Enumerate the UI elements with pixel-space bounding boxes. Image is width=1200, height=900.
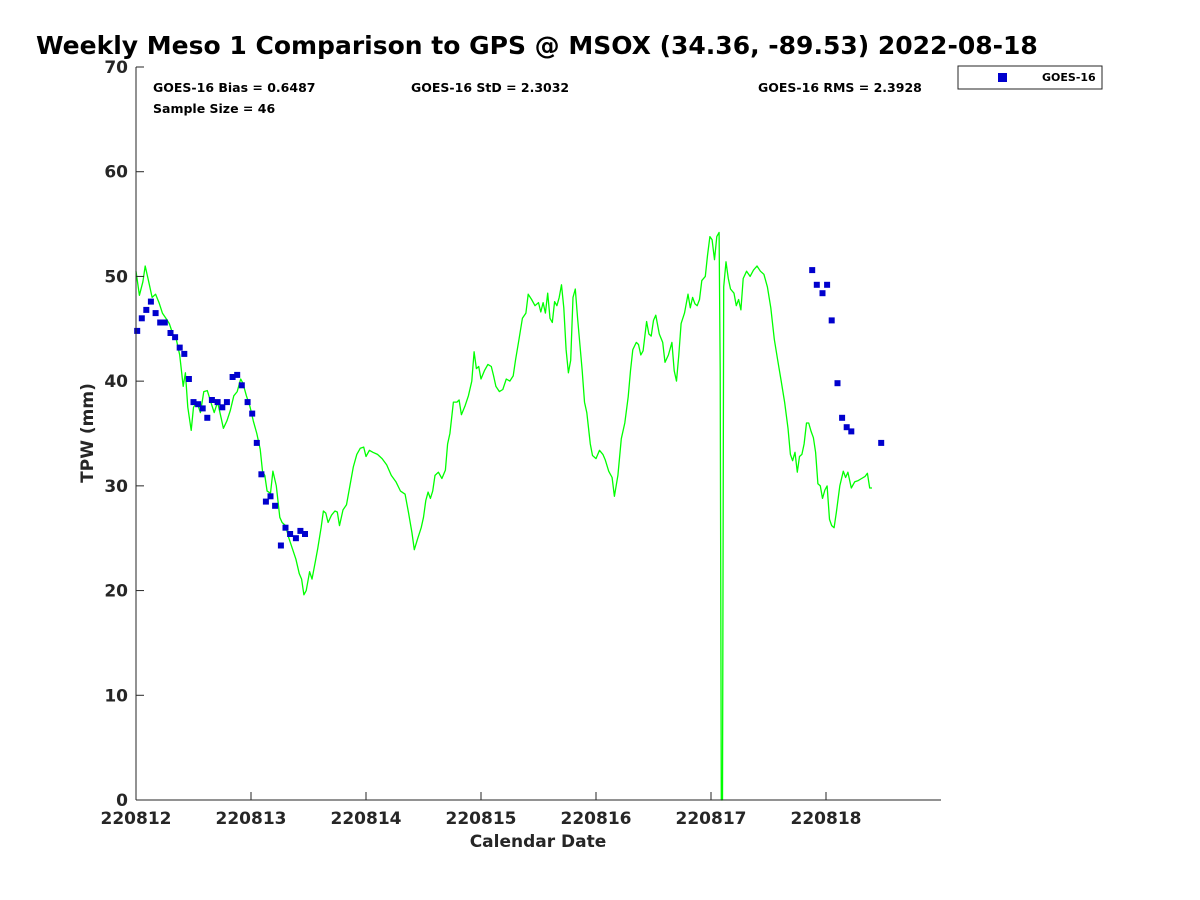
x-axis-label: Calendar Date — [470, 832, 607, 852]
goes16-data-point — [208, 397, 215, 403]
goes16-data-point — [234, 371, 241, 378]
goes16-data-point — [143, 306, 150, 313]
goes16-data-point — [223, 399, 230, 406]
y-tick-label: 0 — [116, 791, 128, 811]
x-tick-label: 220815 — [446, 809, 517, 829]
goes16-data-point — [138, 315, 145, 322]
goes16-data-point — [190, 399, 197, 406]
goes16-data-point — [199, 405, 206, 412]
legend-box — [957, 65, 1103, 90]
goes16-data-point — [848, 428, 855, 435]
legend-marker-goes16 — [998, 73, 1007, 82]
x-tick-label: 220812 — [101, 809, 172, 829]
goes16-data-point — [167, 330, 174, 336]
goes16-data-point — [258, 471, 265, 478]
goes16-data-point — [843, 424, 850, 431]
gps-series-line — [135, 231, 872, 801]
goes16-data-point — [297, 527, 304, 534]
x-tick-label: 220814 — [331, 809, 402, 829]
goes16-data-point — [878, 439, 885, 446]
y-tick-label: 30 — [104, 477, 128, 497]
goes16-data-point — [302, 531, 308, 537]
goes16-data-point — [195, 401, 202, 408]
goes16-data-point — [253, 439, 260, 446]
goes16-data-point — [161, 319, 168, 326]
goes16-data-point — [292, 535, 299, 542]
goes16-data-point — [277, 542, 284, 549]
x-tick-label: 220817 — [676, 809, 747, 829]
goes16-data-point — [214, 399, 221, 406]
goes16-data-point — [819, 290, 826, 297]
y-tick-label: 40 — [104, 372, 128, 392]
goes16-data-point — [204, 414, 211, 421]
goes16-data-point — [147, 298, 154, 305]
goes16-data-point — [181, 350, 188, 357]
legend-label-goes16: GOES-16 — [1042, 71, 1096, 84]
bias-stat: GOES-16 Bias = 0.6487 — [153, 80, 315, 95]
y-tick-label: 20 — [104, 582, 128, 602]
y-axis-label: TPW (mm) — [78, 383, 98, 483]
goes16-data-point — [152, 310, 159, 317]
goes16-data-point — [267, 493, 274, 500]
x-tick-label: 220813 — [216, 809, 287, 829]
goes16-data-point — [249, 410, 256, 417]
y-tick-label: 60 — [104, 163, 128, 183]
goes16-data-point — [172, 334, 179, 341]
goes16-data-point — [157, 319, 164, 326]
goes16-data-point — [287, 531, 294, 537]
goes16-data-point — [262, 498, 269, 505]
goes16-data-point — [176, 344, 183, 351]
gps-line-layer — [135, 231, 872, 801]
y-tick-label: 10 — [104, 686, 128, 706]
sample-size-stat: Sample Size = 46 — [153, 101, 275, 116]
goes16-data-point — [134, 327, 141, 334]
x-tick-group: 220812 220813 220814 220815 220816 220817 2208… — [101, 792, 862, 829]
rms-stat: GOES-16 RMS = 2.3928 — [758, 80, 922, 95]
y-tick-label: 70 — [104, 58, 128, 78]
chart-title: Weekly Meso 1 Comparison to GPS @ MSOX (… — [36, 31, 1038, 60]
plot-area — [136, 67, 941, 800]
goes16-marker-layer — [134, 267, 885, 549]
goes16-data-point — [813, 281, 820, 288]
goes16-data-point — [229, 374, 236, 380]
goes16-data-point — [824, 281, 831, 288]
goes16-data-point — [185, 376, 192, 382]
legend: GOES-16 — [957, 65, 1103, 90]
goes16-data-point — [282, 524, 289, 531]
goes16-data-point — [272, 502, 279, 509]
y-tick-label: 50 — [104, 267, 128, 287]
x-tick-label: 220816 — [561, 809, 632, 829]
goes16-data-point — [839, 414, 846, 421]
std-stat: GOES-16 StD = 2.3032 — [411, 80, 569, 95]
goes16-data-point — [809, 267, 816, 274]
goes16-data-point — [219, 404, 226, 411]
x-tick-label: 220818 — [791, 809, 862, 829]
y-tick-group: 0 10 20 30 40 50 60 70 — [104, 58, 144, 811]
goes16-data-point — [834, 380, 841, 387]
goes16-data-point — [828, 317, 835, 324]
goes16-data-point — [244, 399, 251, 406]
goes16-data-point — [238, 382, 245, 389]
